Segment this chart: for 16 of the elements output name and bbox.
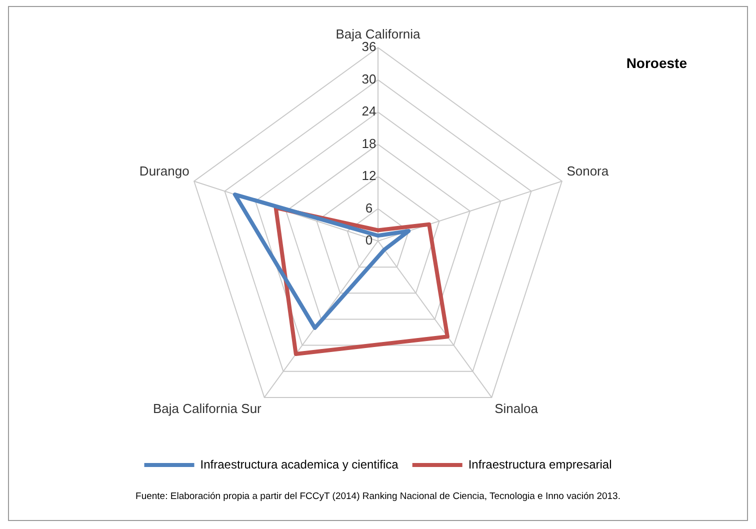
y-tick-label: 24	[362, 104, 376, 119]
y-tick-label: 30	[362, 71, 376, 86]
spoke-label: Baja California Sur	[152, 400, 262, 416]
legend-label: Infraestructura empresarial	[468, 457, 612, 472]
text: Noroeste	[626, 55, 687, 71]
source-note: Fuente: Elaboración propia a partir del FCCyT (2014) Ranking Nacional de Ciencia, Tecnologia e Inno vación 2013.	[134, 491, 622, 502]
y-tick-label: 6	[365, 200, 373, 216]
spoke-label: Sinaloa	[494, 400, 539, 416]
y-tick-label: 18	[362, 136, 376, 151]
y-tick-label: 36	[362, 39, 376, 54]
y-tick-label: 0	[365, 232, 373, 248]
spoke-label: Sonora	[566, 163, 610, 178]
y-tick-label: 12	[362, 168, 376, 184]
legend-label: Infraestructura academica y cientifica	[200, 457, 399, 472]
spoke-label: Baja California	[336, 26, 422, 42]
spoke-label: Durango	[139, 163, 190, 178]
